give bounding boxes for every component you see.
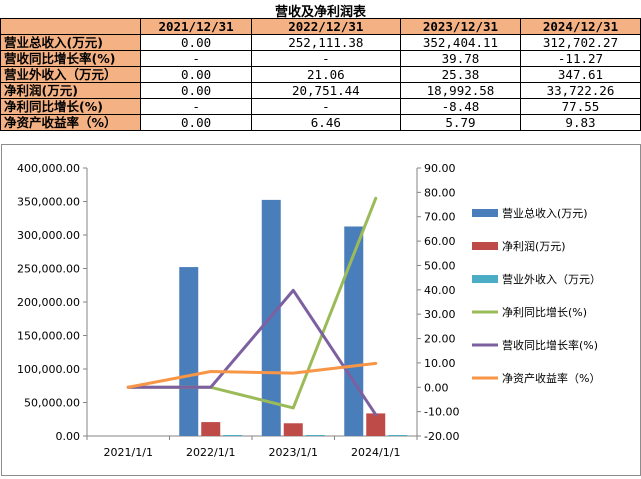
left-tick-label: 250,000.00 — [17, 263, 80, 276]
right-tick-label: 40.00 — [424, 284, 456, 297]
right-tick-label: 20.00 — [424, 333, 456, 346]
row-label: 营收同比增长率(%) — [0, 50, 142, 67]
legend-label-3: 营业外收入（万元） — [502, 272, 601, 286]
table-title: 营收及净利润表 — [274, 5, 366, 20]
left-tick-label: 150,000.00 — [17, 330, 80, 343]
table-row: 营业外收入（万元） 0.00 21.06 25.38 347.61 — [0, 66, 641, 83]
x-tick-label: 2022/1/1 — [186, 446, 235, 459]
combo-chart: 0.00 50,000.00 100,000.00 150,000.00 200,000… — [17, 162, 601, 459]
header-cell-2023: 2023/12/31 — [399, 18, 521, 35]
line-series-3 — [126, 361, 378, 389]
bar-2-4 — [366, 413, 386, 436]
legend-label-2: 净利润(万元) — [502, 239, 566, 253]
right-tick-label: 50.00 — [424, 259, 456, 272]
legend-swatch-2 — [472, 242, 498, 250]
table-header-row: 2021/12/31 2022/12/31 2023/12/31 2024/12… — [0, 18, 641, 35]
row-label: 净利同比增长(%) — [0, 98, 142, 115]
table-row: 净利润(万元) 0.00 20,751.44 18,992.58 33,722.… — [0, 82, 641, 99]
right-tick-label: 80.00 — [424, 186, 456, 199]
table-row: 营业总收入(万元) 0.00 252,111.38 352,404.11 312… — [0, 34, 641, 51]
legend-label-1: 营业总收入(万元) — [502, 206, 588, 220]
legend-label-6: 净资产收益率（%） — [502, 371, 600, 385]
bar-2-2 — [201, 422, 221, 436]
table-cell: 77.55 — [519, 98, 641, 115]
table-cell: 347.61 — [519, 66, 641, 83]
right-tick-label: 30.00 — [424, 308, 456, 321]
chart-area: 0.00 50,000.00 100,000.00 150,000.00 200,000… — [1, 144, 641, 476]
table-cell: 18,992.58 — [399, 82, 521, 99]
table-cell: 33,722.26 — [519, 82, 641, 99]
header-cell-2022: 2022/12/31 — [250, 18, 401, 35]
table-cell: -11.27 — [519, 50, 641, 67]
table-row: 营收同比增长率(%) - - 39.78 -11.27 — [0, 50, 641, 67]
bar-1-2 — [179, 267, 199, 436]
table-cell: 312,702.27 — [519, 34, 641, 51]
bar-2-3 — [283, 423, 303, 436]
financial-table: 2021/12/31 2022/12/31 2023/12/31 2024/12… — [0, 18, 641, 131]
table-cell: 0.00 — [140, 34, 252, 51]
table-cell: 5.79 — [399, 114, 521, 131]
table-cell: 20,751.44 — [250, 82, 401, 99]
line-series-1 — [126, 196, 378, 410]
table-row: 净资产收益率（%） 0.00 6.46 5.79 9.83 — [0, 114, 641, 131]
left-tick-label: 300,000.00 — [17, 229, 80, 242]
left-tick-label: 100,000.00 — [17, 363, 80, 376]
bar-1-4 — [344, 226, 364, 436]
legend-label-5: 营收同比增长率(%) — [502, 338, 598, 352]
left-tick-label: 0.00 — [56, 430, 81, 443]
right-tick-label: 0.00 — [424, 381, 449, 394]
x-tick-label: 2023/1/1 — [269, 446, 318, 459]
x-tick-label: 2021/1/1 — [104, 446, 153, 459]
row-label: 净资产收益率（%） — [0, 114, 142, 131]
right-tick-label: 90.00 — [424, 162, 456, 175]
legend-swatch-3 — [472, 275, 498, 283]
bar-3-4 — [388, 435, 408, 436]
table-cell: 21.06 — [250, 66, 401, 83]
right-tick-label: 70.00 — [424, 211, 456, 224]
table-cell: - — [250, 98, 401, 115]
left-tick-label: 200,000.00 — [17, 296, 80, 309]
table-cell: 252,111.38 — [250, 34, 401, 51]
table-cell: -8.48 — [399, 98, 521, 115]
table-cell: 0.00 — [140, 66, 252, 83]
left-tick-label: 400,000.00 — [17, 162, 80, 175]
right-tick-label: -20.00 — [424, 430, 459, 443]
header-cell-blank — [0, 18, 142, 35]
table-cell: 39.78 — [399, 50, 521, 67]
line-series-2 — [126, 288, 378, 417]
table-cell: - — [250, 50, 401, 67]
left-tick-label: 350,000.00 — [17, 196, 80, 209]
table-cell: 6.46 — [250, 114, 401, 131]
left-tick-label: 50,000.00 — [24, 397, 80, 410]
legend-swatch-1 — [472, 209, 498, 217]
header-cell-2021: 2021/12/31 — [140, 18, 252, 35]
row-label: 营业总收入(万元) — [0, 34, 142, 51]
legend-label-4: 净利同比增长(%) — [502, 305, 587, 319]
header-cell-2024: 2024/12/31 — [519, 18, 641, 35]
right-tick-label: -10.00 — [424, 406, 459, 419]
row-label: 营业外收入（万元） — [0, 66, 142, 83]
bar-3-2 — [223, 435, 243, 436]
table-cell: 25.38 — [399, 66, 521, 83]
table-row: 净利同比增长(%) - - -8.48 77.55 — [0, 98, 641, 115]
table-cell: 9.83 — [519, 114, 641, 131]
right-tick-label: 10.00 — [424, 357, 456, 370]
table-cell: - — [140, 50, 252, 67]
table-cell: 352,404.11 — [399, 34, 521, 51]
bar-3-3 — [305, 435, 325, 436]
x-tick-label: 2024/1/1 — [351, 446, 400, 459]
right-tick-label: 60.00 — [424, 235, 456, 248]
table-cell: 0.00 — [140, 82, 252, 99]
table-cell: - — [140, 98, 252, 115]
table-cell: 0.00 — [140, 114, 252, 131]
row-label: 净利润(万元) — [0, 82, 142, 99]
